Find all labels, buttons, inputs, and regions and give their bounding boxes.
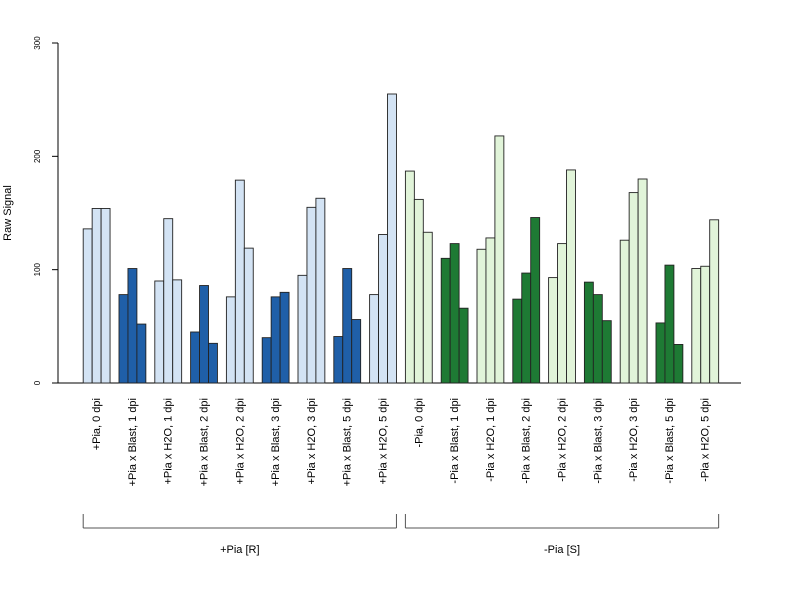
category-label: +Pia x Blast, 2 dpi [199,398,211,486]
category-label: -Pia x H2O, 1 dpi [485,398,497,482]
category-label: +Pia x Blast, 1 dpi [127,398,139,486]
bar [234,179,245,384]
bar [664,264,675,384]
bar [655,322,666,384]
bar [485,237,496,384]
bar [91,208,102,384]
bar [440,257,451,384]
category-label: +Pia x H2O, 5 dpi [378,398,390,485]
category-label: -Pia x H2O, 5 dpi [700,398,712,482]
bar [557,243,567,384]
bar [243,247,254,384]
bar [637,178,648,384]
bar [127,268,138,384]
bar [601,320,612,384]
bar [225,296,236,384]
bar [199,285,209,384]
bar [583,281,594,384]
bar [297,274,308,384]
bar [476,248,487,384]
bar [512,298,523,384]
group-label: -Pia [S] [544,544,580,556]
category-label: -Pia x Blast, 3 dpi [592,398,604,484]
bar [163,218,174,384]
category-label: +Pia, 0 dpi [91,398,103,450]
bar [342,268,353,384]
category-label: +Pia x H2O, 2 dpi [234,398,246,485]
bar [494,135,505,384]
category-label: +Pia x Blast, 3 dpi [270,398,282,486]
bar [136,323,147,384]
bar [709,219,720,384]
group-brackets-layer: +Pia [R] -Pia [S] [82,514,720,556]
category-label: +Pia x H2O, 1 dpi [163,398,175,485]
bar [566,169,576,384]
y-tick-label: 0 [33,380,42,385]
bar [592,294,603,384]
bar [261,337,272,384]
bar [628,192,639,384]
bar [691,268,702,384]
y-tick-label: 300 [33,36,42,50]
bar [351,319,362,384]
bar [387,93,397,384]
bar [270,296,281,384]
y-axis-title: Raw Signal [2,185,14,241]
bar [208,342,218,384]
bar [521,272,532,384]
y-tick-label: 100 [33,262,42,276]
y-tick-label: 200 [33,149,42,163]
bar [458,307,469,384]
bar [548,277,558,384]
bar [172,279,183,384]
bar [619,239,630,384]
bar [378,234,388,384]
category-label: -Pia x Blast, 1 dpi [449,398,461,484]
bar [673,344,684,384]
bar [530,217,541,384]
group-label: +Pia [R] [220,544,259,556]
category-label: -Pia x H2O, 2 dpi [557,398,569,482]
category-label: +Pia x Blast, 5 dpi [342,398,354,486]
bar [118,294,129,384]
bar [82,228,93,384]
bar [315,197,326,384]
bar [422,231,433,384]
category-label: +Pia x H2O, 3 dpi [306,398,318,485]
bar [369,294,380,384]
category-labels-layer: +Pia, 0 dpi +Pia x Blast, 1 dpi +Pia x H2O… [91,398,712,486]
bar [333,336,344,384]
bar [700,265,711,384]
category-label: -Pia x Blast, 2 dpi [521,398,533,484]
category-label: -Pia, 0 dpi [413,398,425,448]
bar [154,280,165,384]
bar [100,208,111,384]
bar [404,170,415,384]
bar [279,291,290,384]
bar [306,206,317,384]
category-label: -Pia x H2O, 3 dpi [628,398,640,482]
bar [413,198,424,384]
bar [190,331,201,384]
bar [449,243,460,384]
bars-layer [82,93,720,384]
category-label: -Pia x Blast, 5 dpi [664,398,676,484]
